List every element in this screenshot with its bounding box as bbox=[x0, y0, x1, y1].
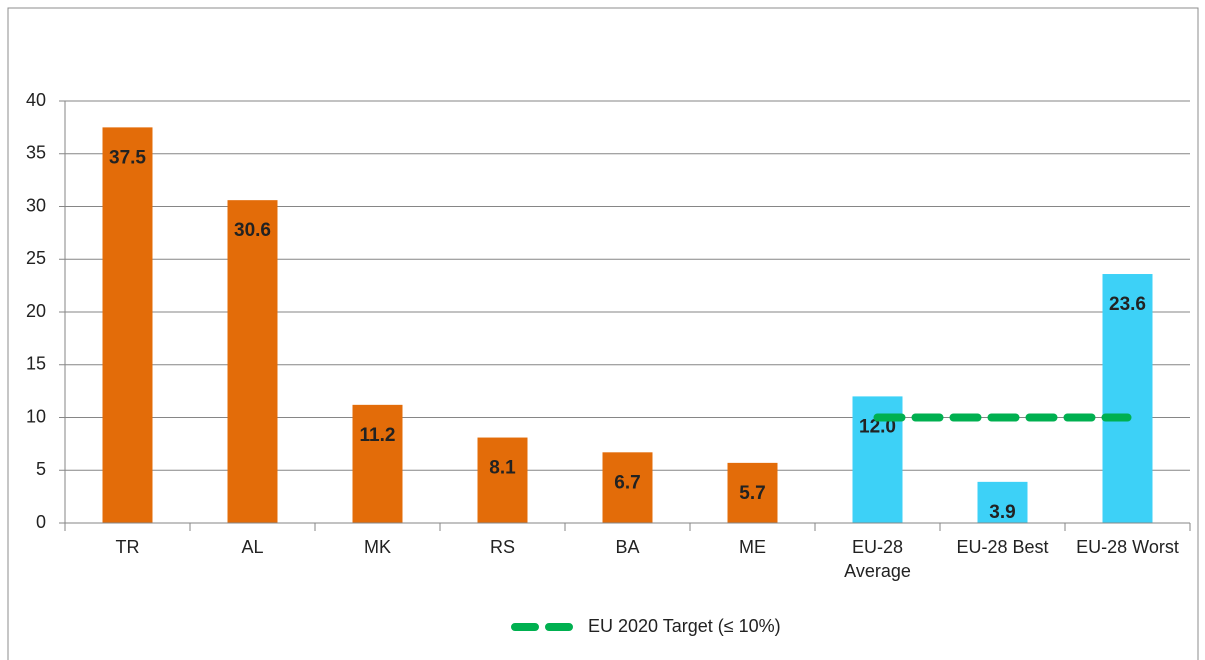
y-tick-label: 10 bbox=[26, 406, 46, 426]
x-tick-label: BA bbox=[615, 537, 640, 557]
y-tick-label: 25 bbox=[26, 248, 46, 268]
bar bbox=[602, 452, 653, 523]
y-tick-label: 5 bbox=[36, 459, 46, 479]
bar bbox=[352, 404, 403, 523]
y-tick-label: 0 bbox=[36, 512, 46, 532]
x-tick-label: EU-28 Average bbox=[844, 537, 911, 581]
chart-border bbox=[7, 7, 1199, 660]
bar bbox=[102, 127, 153, 523]
bar bbox=[1102, 274, 1153, 523]
bar bbox=[727, 462, 778, 523]
data-label: 3.9 bbox=[989, 502, 1015, 523]
legend-label: EU 2020 Target (≤ 10%) bbox=[588, 616, 781, 636]
y-tick-label: 30 bbox=[26, 195, 46, 215]
bar bbox=[227, 200, 278, 524]
x-tick-label: EU-28 Worst bbox=[1076, 537, 1179, 557]
data-label: 12.0 bbox=[859, 416, 896, 437]
x-tick-label: MK bbox=[364, 537, 391, 557]
x-tick-label: AL bbox=[241, 537, 264, 557]
data-label: 8.1 bbox=[489, 458, 516, 479]
data-label: 23.6 bbox=[1109, 294, 1146, 315]
data-label: 37.5 bbox=[109, 147, 146, 168]
x-tick-label: RS bbox=[489, 537, 515, 557]
y-tick-label: 20 bbox=[26, 301, 46, 321]
y-tick-label: 35 bbox=[26, 143, 46, 163]
bar bbox=[977, 481, 1028, 523]
data-label: 6.7 bbox=[614, 472, 640, 493]
data-label: 30.6 bbox=[234, 220, 271, 241]
x-tick-label: TR bbox=[115, 537, 140, 557]
data-label: 5.7 bbox=[739, 483, 765, 504]
x-tick-label: ME bbox=[739, 537, 766, 557]
data-label: 11.2 bbox=[360, 425, 396, 446]
y-tick-label: 15 bbox=[26, 354, 46, 374]
bar bbox=[477, 437, 528, 523]
y-tick-label: 40 bbox=[26, 90, 46, 110]
x-tick-label: EU-28 Best bbox=[956, 537, 1049, 557]
